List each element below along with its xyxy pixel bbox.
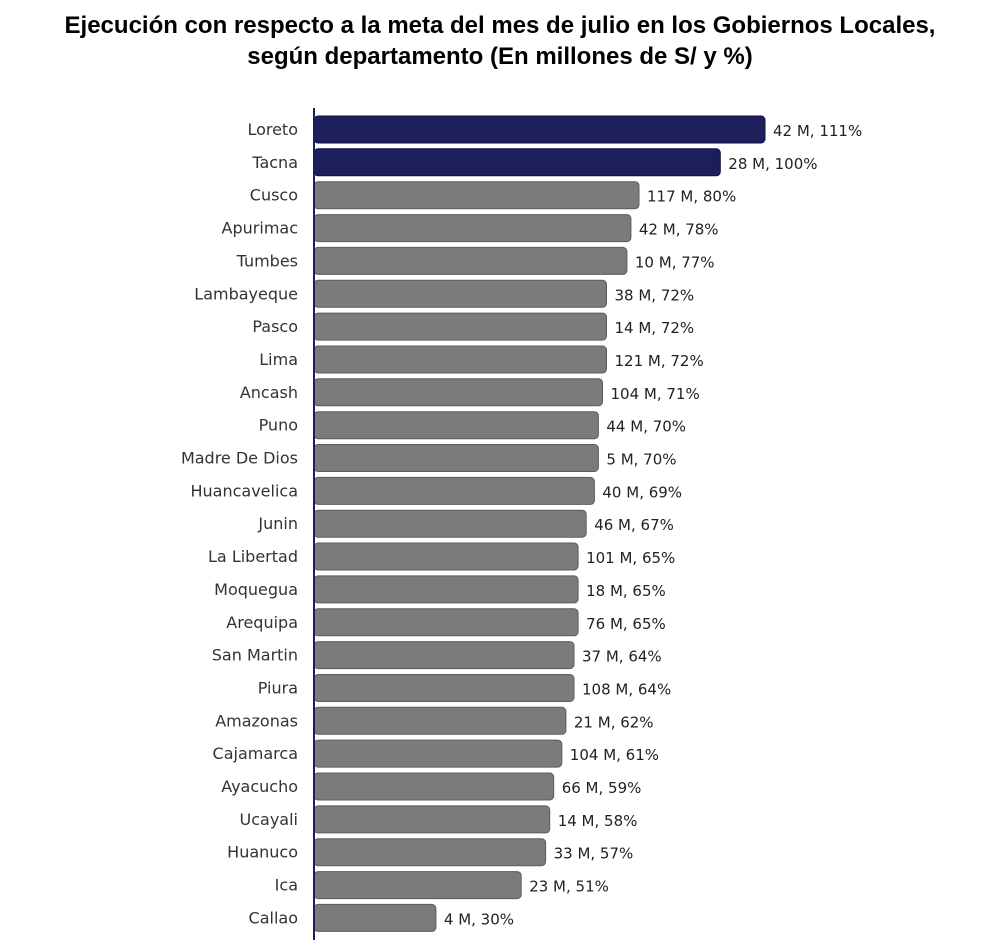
chart-subtitle: según departamento (En millones de S/ y … xyxy=(247,43,753,70)
bar-tumbes xyxy=(313,246,628,275)
bar-lima xyxy=(313,345,607,374)
category-label-pasco: Pasco xyxy=(252,317,298,336)
bar-la-libertad xyxy=(313,542,579,571)
data-label-lima: 121 M, 72% xyxy=(615,352,704,370)
chart-title: Ejecución con respecto a la meta del mes… xyxy=(64,12,936,39)
data-label-huancavelica: 40 M, 69% xyxy=(602,483,682,501)
category-label-cajamarca: Cajamarca xyxy=(213,744,298,763)
category-label-la-libertad: La Libertad xyxy=(208,547,298,566)
category-label-junin: Junin xyxy=(257,514,298,533)
bar-san-martin xyxy=(313,641,575,670)
data-label-callao: 4 M, 30% xyxy=(444,910,514,928)
bar-cajamarca xyxy=(313,739,563,768)
bar-amazonas xyxy=(313,706,567,735)
data-label-ancash: 104 M, 71% xyxy=(611,385,700,403)
data-label-madre-de-dios: 5 M, 70% xyxy=(606,451,676,469)
category-label-amazonas: Amazonas xyxy=(215,711,298,730)
data-label-moquegua: 18 M, 65% xyxy=(586,582,666,600)
data-label-huanuco: 33 M, 57% xyxy=(554,845,634,863)
category-label-arequipa: Arequipa xyxy=(226,613,298,632)
bar-callao xyxy=(313,903,437,932)
data-label-tacna: 28 M, 100% xyxy=(728,155,817,173)
bar-arequipa xyxy=(313,608,579,637)
data-label-la-libertad: 101 M, 65% xyxy=(586,549,675,567)
bar-tacna xyxy=(313,148,721,177)
category-label-madre-de-dios: Madre De Dios xyxy=(181,449,298,468)
category-label-huancavelica: Huancavelica xyxy=(190,481,298,500)
category-label-ica: Ica xyxy=(275,876,298,895)
category-label-callao: Callao xyxy=(249,908,298,927)
data-label-tumbes: 10 M, 77% xyxy=(635,253,715,271)
category-label-ancash: Ancash xyxy=(240,383,298,402)
data-label-ucayali: 14 M, 58% xyxy=(558,812,638,830)
data-label-loreto: 42 M, 111% xyxy=(773,122,862,140)
bar-piura xyxy=(313,674,575,702)
data-label-ica: 23 M, 51% xyxy=(529,878,609,896)
data-label-apurimac: 42 M, 78% xyxy=(639,221,719,239)
bar-lambayeque xyxy=(313,279,607,308)
category-label-san-martin: San Martin xyxy=(212,646,298,665)
category-label-tumbes: Tumbes xyxy=(236,251,298,270)
bar-ancash xyxy=(313,378,603,407)
data-label-junin: 46 M, 67% xyxy=(594,516,674,534)
data-label-ayacucho: 66 M, 59% xyxy=(562,779,642,797)
category-label-moquegua: Moquegua xyxy=(214,580,298,599)
data-label-arequipa: 76 M, 65% xyxy=(586,615,666,633)
bar-apurimac xyxy=(313,214,632,243)
category-label-lima: Lima xyxy=(259,350,298,369)
bar-junin xyxy=(313,509,587,538)
category-label-tacna: Tacna xyxy=(251,153,298,172)
bar-huanuco xyxy=(313,838,547,867)
bar-ucayali xyxy=(313,805,551,834)
bar-puno xyxy=(313,411,599,440)
bar-cusco xyxy=(313,181,640,210)
bar-ica xyxy=(313,871,522,900)
data-label-piura: 108 M, 64% xyxy=(582,681,671,699)
data-label-san-martin: 37 M, 64% xyxy=(582,648,662,666)
data-label-pasco: 14 M, 72% xyxy=(615,319,695,337)
data-label-puno: 44 M, 70% xyxy=(606,418,686,436)
bar-madre-de-dios xyxy=(313,444,599,472)
data-label-cusco: 117 M, 80% xyxy=(647,188,736,206)
category-label-apurimac: Apurimac xyxy=(222,219,298,238)
category-label-piura: Piura xyxy=(258,679,298,698)
bar-pasco xyxy=(313,312,607,341)
data-label-amazonas: 21 M, 62% xyxy=(574,713,654,731)
data-label-lambayeque: 38 M, 72% xyxy=(615,286,695,304)
category-label-puno: Puno xyxy=(259,416,298,435)
category-label-huanuco: Huanuco xyxy=(227,843,298,862)
bar-loreto xyxy=(313,115,766,144)
category-label-ucayali: Ucayali xyxy=(240,810,298,829)
data-label-cajamarca: 104 M, 61% xyxy=(570,746,659,764)
category-label-lambayeque: Lambayeque xyxy=(194,284,298,303)
bar-moquegua xyxy=(313,575,579,604)
category-label-ayacucho: Ayacucho xyxy=(221,777,298,796)
chart-title-block: Ejecución con respecto a la meta del mes… xyxy=(0,10,1000,72)
bar-ayacucho xyxy=(313,772,555,801)
category-label-loreto: Loreto xyxy=(247,120,298,139)
bar-huancavelica xyxy=(313,476,595,505)
category-label-cusco: Cusco xyxy=(250,186,298,205)
